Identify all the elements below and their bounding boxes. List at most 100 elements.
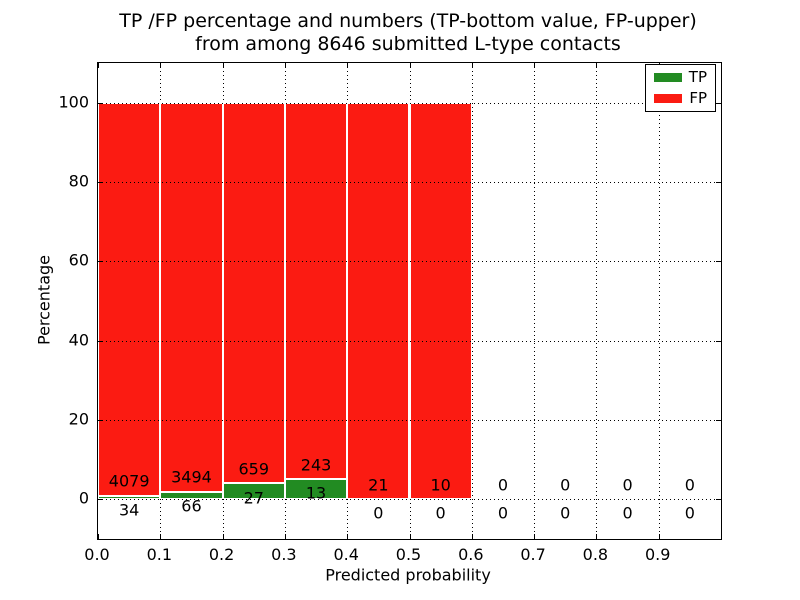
x-tick-mark-top — [596, 63, 598, 68]
y-tick-mark-right — [716, 340, 721, 342]
fp-bar — [409, 102, 472, 499]
x-tick-mark-top — [471, 63, 473, 68]
x-tick-mark-top — [284, 63, 286, 68]
tp-count-label: 34 — [118, 500, 140, 520]
y-tick-mark — [98, 419, 103, 421]
horizontal-gridline — [98, 261, 721, 263]
tp-legend-label: TP — [688, 68, 707, 87]
x-tick-label: 0.1 — [146, 545, 173, 564]
y-tick-mark-right — [716, 182, 721, 184]
x-tick-mark — [98, 534, 99, 539]
y-tick-label: 80 — [68, 171, 89, 191]
fp-count-label: 3494 — [171, 467, 212, 487]
tp-legend-swatch-icon — [654, 73, 682, 83]
x-tick-mark — [409, 534, 411, 539]
horizontal-gridline — [98, 499, 721, 500]
y-tick-mark-right — [716, 102, 721, 104]
horizontal-gridline — [98, 102, 721, 104]
fp-count-label: 0 — [560, 475, 571, 495]
x-tick-label: 0.6 — [458, 545, 484, 564]
plot-area: 4079 34 3494 66 659 27 243 13 21 0 10 0 0 0 0 0 0 0 0 0 — [97, 62, 722, 540]
y-tick-label: 0 — [78, 488, 89, 508]
fp-count-label: 21 — [368, 475, 389, 495]
x-tick-label: 0.2 — [208, 545, 235, 564]
x-tick-mark-top — [222, 63, 224, 68]
tp-count-label: 0 — [560, 503, 571, 523]
y-tick-mark-right — [716, 261, 721, 263]
chart-title-line1: TP /FP percentage and numbers (TP-bottom… — [119, 10, 697, 32]
x-tick-mark — [534, 534, 536, 539]
fp-bar — [284, 102, 348, 479]
tp-count-label: 0 — [684, 503, 695, 523]
x-tick-mark — [596, 534, 598, 539]
y-tick-mark — [98, 261, 103, 263]
fp-count-label: 659 — [238, 459, 270, 479]
tp-bar — [222, 483, 285, 499]
x-tick-label: 0.9 — [644, 545, 671, 564]
fp-count-label: 4079 — [108, 471, 150, 491]
tp-bar — [98, 495, 161, 499]
x-tick-mark — [471, 534, 473, 539]
horizontal-gridline — [98, 340, 721, 342]
vertical-gridline — [471, 63, 473, 539]
x-tick-mark — [222, 534, 224, 539]
fp-bar — [347, 102, 410, 499]
x-tick-label: 0.7 — [520, 545, 546, 564]
fp-count-label: 243 — [300, 455, 332, 475]
tp-count-label: 13 — [305, 483, 327, 503]
chart-title-line2: from among 8646 submitted L-type contact… — [195, 33, 621, 55]
x-tick-label: 0.5 — [395, 545, 422, 564]
fp-legend-swatch-icon — [654, 93, 682, 103]
fp-count-label: 0 — [497, 475, 509, 495]
x-tick-mark-top — [160, 63, 162, 68]
x-tick-mark-top — [534, 63, 536, 68]
y-tick-mark-right — [716, 419, 721, 421]
x-tick-label: 0.8 — [582, 545, 609, 564]
y-tick-mark-right — [716, 499, 721, 500]
x-tick-mark — [160, 534, 162, 539]
fp-bar — [160, 102, 223, 492]
vertical-gridline — [658, 63, 660, 539]
x-tick-mark — [284, 534, 286, 539]
legend-item-tp: TP — [646, 70, 715, 85]
legend-item-fp: FP — [646, 88, 715, 107]
fp-bar — [98, 102, 161, 496]
x-tick-label: 0.3 — [271, 545, 297, 564]
y-tick-mark — [98, 499, 103, 500]
tp-bar — [160, 491, 223, 499]
y-tick-mark — [98, 182, 103, 184]
tp-count-label: 0 — [373, 503, 384, 523]
tp-bar — [284, 478, 348, 499]
x-tick-mark-top — [347, 63, 349, 68]
y-tick-label: 100 — [58, 92, 89, 112]
tp-count-label: 0 — [435, 503, 446, 523]
tp-count-label: 0 — [622, 503, 633, 523]
x-tick-mark-top — [409, 63, 411, 68]
y-tick-label: 40 — [68, 330, 89, 350]
fp-legend-label: FP — [689, 88, 707, 107]
tp-count-label: 66 — [181, 496, 202, 516]
horizontal-gridline — [98, 182, 721, 184]
horizontal-gridline — [98, 419, 721, 421]
fp-count-label: 10 — [430, 475, 451, 495]
x-axis-label: Predicted probability — [325, 565, 491, 585]
fp-count-label: 0 — [622, 475, 633, 495]
x-tick-mark — [658, 534, 660, 539]
y-tick-label: 20 — [68, 409, 89, 429]
x-tick-label: 0.0 — [84, 545, 110, 564]
fp-bar — [222, 102, 285, 484]
y-tick-mark — [98, 102, 103, 104]
chart-title: TP /FP percentage and numbers (TP-bottom… — [119, 10, 697, 56]
vertical-gridline — [596, 63, 598, 539]
x-tick-label: 0.4 — [333, 545, 359, 564]
tp-count-label: 27 — [243, 488, 264, 508]
x-tick-mark-top — [98, 63, 99, 68]
vertical-gridline — [534, 63, 536, 539]
legend: TP FP — [645, 64, 716, 112]
y-tick-label: 60 — [68, 250, 89, 270]
y-tick-mark — [98, 340, 103, 342]
x-tick-mark — [347, 534, 349, 539]
tp-count-label: 0 — [497, 503, 509, 523]
fp-count-label: 0 — [684, 475, 695, 495]
